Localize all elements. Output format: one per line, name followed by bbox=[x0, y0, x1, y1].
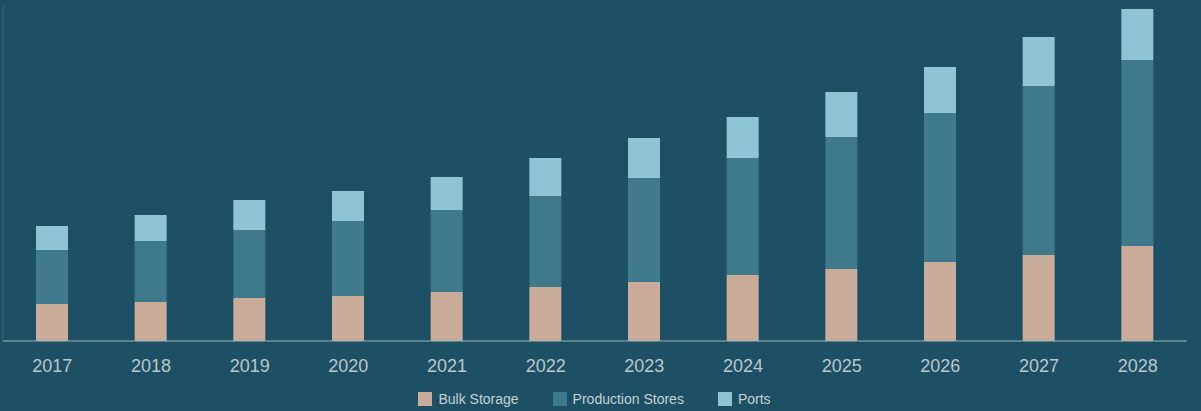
html-text:Ports: Ports bbox=[737, 391, 771, 407]
svg-text:2025: 2025 bbox=[822, 356, 862, 376]
svg-text:2027: 2027 bbox=[1019, 356, 1059, 376]
svg-text:2017: 2017 bbox=[32, 356, 72, 376]
svg-text:2020: 2020 bbox=[328, 356, 368, 376]
svg-text:2022: 2022 bbox=[526, 356, 566, 376]
svg-text:2019: 2019 bbox=[230, 356, 270, 376]
svg-text:2021: 2021 bbox=[427, 356, 467, 376]
html-text:Production Stores: Production Stores bbox=[572, 391, 684, 407]
svg-text:2026: 2026 bbox=[920, 356, 960, 376]
html-text:Bulk Storage: Bulk Storage bbox=[438, 391, 519, 407]
svg-text:2023: 2023 bbox=[624, 356, 664, 376]
svg-text:2018: 2018 bbox=[131, 356, 171, 376]
svg-text:2028: 2028 bbox=[1118, 356, 1158, 376]
svg-text:2024: 2024 bbox=[723, 356, 763, 376]
